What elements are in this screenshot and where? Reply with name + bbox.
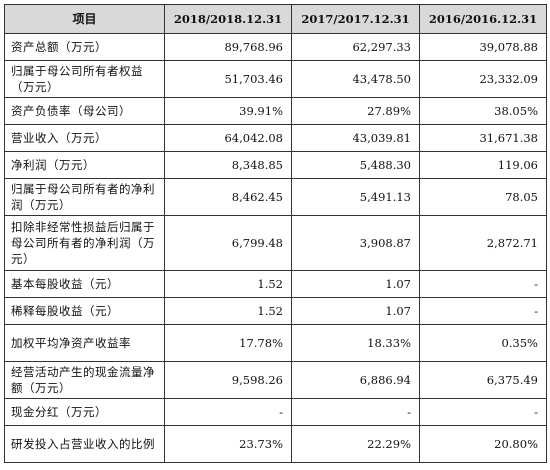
header-2018: 2018/2018.12.31 xyxy=(164,4,292,34)
cell-2016: - xyxy=(419,398,547,426)
table-row: 净利润（万元） 8,348.85 5,488.30 119.06 xyxy=(4,151,547,179)
header-2017: 2017/2017.12.31 xyxy=(291,4,420,34)
cell-2016: 39,078.88 xyxy=(419,33,547,61)
table-row: 稀释每股收益（元） 1.52 1.07 - xyxy=(4,297,547,325)
table-header-row: 项目 2018/2018.12.31 2017/2017.12.31 2016/… xyxy=(4,4,547,34)
table-row: 归属于母公司所有者权益（万元） 51,703.46 43,478.50 23,3… xyxy=(4,60,547,98)
cell-2018: 8,462.45 xyxy=(164,178,292,216)
cell-2017: 6,886.94 xyxy=(291,361,420,399)
row-label: 归属于母公司所有者的净利润（万元） xyxy=(4,178,165,216)
row-label: 归属于母公司所有者权益（万元） xyxy=(4,60,165,98)
table-row: 加权平均净资产收益率 17.78% 18.33% 0.35% xyxy=(4,324,547,362)
cell-2017: 43,039.81 xyxy=(291,124,420,152)
cell-2017: 22.29% xyxy=(291,425,420,463)
cell-2016: - xyxy=(419,270,547,298)
cell-2018: - xyxy=(164,398,292,426)
cell-2016: 2,872.71 xyxy=(419,215,547,271)
cell-2018: 89,768.96 xyxy=(164,33,292,61)
row-label: 净利润（万元） xyxy=(4,151,165,179)
table-row: 研发投入占营业收入的比例 23.73% 22.29% 20.80% xyxy=(4,425,547,463)
cell-2018: 1.52 xyxy=(164,297,292,325)
row-label: 研发投入占营业收入的比例 xyxy=(4,425,165,463)
cell-2016: 38.05% xyxy=(419,97,547,125)
cell-2017: 5,491.13 xyxy=(291,178,420,216)
cell-2017: 1.07 xyxy=(291,270,420,298)
cell-2018: 64,042.08 xyxy=(164,124,292,152)
table-row: 归属于母公司所有者的净利润（万元） 8,462.45 5,491.13 78.0… xyxy=(4,178,547,216)
table-row: 营业收入（万元） 64,042.08 43,039.81 31,671.38 xyxy=(4,124,547,152)
table-row: 资产负债率（母公司） 39.91% 27.89% 38.05% xyxy=(4,97,547,125)
row-label: 稀释每股收益（元） xyxy=(4,297,165,325)
cell-2017: 5,488.30 xyxy=(291,151,420,179)
cell-2016: 119.06 xyxy=(419,151,547,179)
cell-2016: - xyxy=(419,297,547,325)
row-label: 营业收入（万元） xyxy=(4,124,165,152)
cell-2018: 1.52 xyxy=(164,270,292,298)
row-label: 经营活动产生的现金流量净额（万元） xyxy=(4,361,165,399)
table-row: 资产总额（万元） 89,768.96 62,297.33 39,078.88 xyxy=(4,33,547,61)
cell-2016: 23,332.09 xyxy=(419,60,547,98)
cell-2017: 43,478.50 xyxy=(291,60,420,98)
cell-2017: 18.33% xyxy=(291,324,420,362)
cell-2016: 0.35% xyxy=(419,324,547,362)
cell-2017: 3,908.87 xyxy=(291,215,420,271)
cell-2016: 78.05 xyxy=(419,178,547,216)
cell-2018: 6,799.48 xyxy=(164,215,292,271)
financial-summary-table: 项目 2018/2018.12.31 2017/2017.12.31 2016/… xyxy=(4,4,547,463)
table-row: 经营活动产生的现金流量净额（万元） 9,598.26 6,886.94 6,37… xyxy=(4,361,547,399)
row-label: 基本每股收益（元） xyxy=(4,270,165,298)
table-row: 现金分红（万元） - - - xyxy=(4,398,547,426)
row-label: 扣除非经常性损益后归属于母公司所有者的净利润（万元） xyxy=(4,215,165,271)
cell-2016: 31,671.38 xyxy=(419,124,547,152)
financial-table-container: 项目 2018/2018.12.31 2017/2017.12.31 2016/… xyxy=(4,4,547,463)
row-label: 资产总额（万元） xyxy=(4,33,165,61)
cell-2018: 8,348.85 xyxy=(164,151,292,179)
cell-2018: 9,598.26 xyxy=(164,361,292,399)
header-2016: 2016/2016.12.31 xyxy=(419,4,547,34)
row-label: 加权平均净资产收益率 xyxy=(4,324,165,362)
cell-2017: 62,297.33 xyxy=(291,33,420,61)
cell-2018: 39.91% xyxy=(164,97,292,125)
table-row: 扣除非经常性损益后归属于母公司所有者的净利润（万元） 6,799.48 3,90… xyxy=(4,215,547,271)
cell-2017: 1.07 xyxy=(291,297,420,325)
cell-2018: 23.73% xyxy=(164,425,292,463)
cell-2016: 6,375.49 xyxy=(419,361,547,399)
cell-2017: - xyxy=(291,398,420,426)
cell-2018: 51,703.46 xyxy=(164,60,292,98)
header-item: 项目 xyxy=(4,4,165,34)
row-label: 现金分红（万元） xyxy=(4,398,165,426)
row-label: 资产负债率（母公司） xyxy=(4,97,165,125)
cell-2016: 20.80% xyxy=(419,425,547,463)
cell-2018: 17.78% xyxy=(164,324,292,362)
cell-2017: 27.89% xyxy=(291,97,420,125)
table-row: 基本每股收益（元） 1.52 1.07 - xyxy=(4,270,547,298)
